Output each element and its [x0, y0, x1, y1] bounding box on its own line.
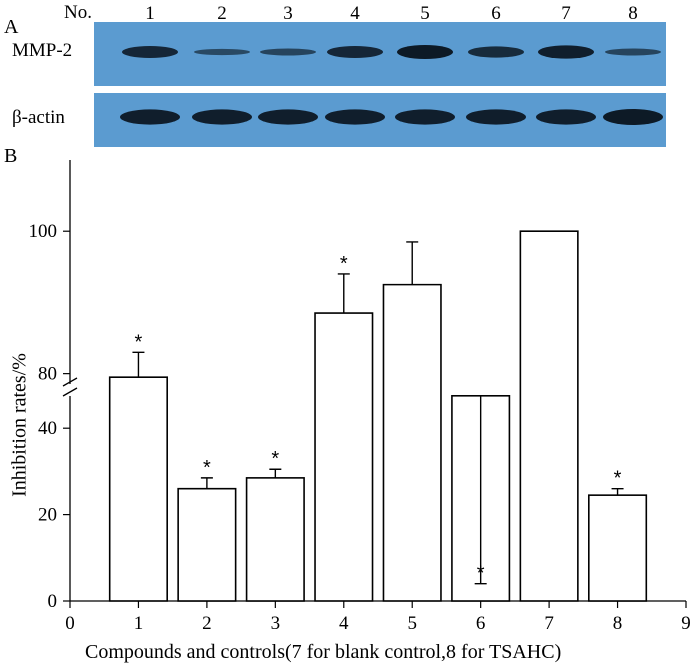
y-tick-label: 40 [38, 418, 57, 439]
x-tick-label: 4 [339, 613, 349, 634]
lane-number: 7 [561, 3, 571, 24]
x-tick-label: 9 [681, 613, 691, 634]
significance-markers: * * * * * * [135, 253, 622, 585]
beta-actin-band [325, 109, 385, 125]
beta-actin-band [466, 109, 526, 125]
mmp2-band [122, 46, 178, 58]
mmp2-band [260, 48, 316, 56]
bar [519, 230, 579, 602]
significance-star: * [340, 253, 348, 275]
significance-star: * [477, 563, 485, 585]
bar [108, 376, 168, 602]
beta-actin-bands [120, 109, 663, 125]
significance-star: * [203, 457, 211, 479]
error-bar [474, 395, 487, 585]
bar [314, 312, 374, 602]
mmp2-band [605, 48, 661, 56]
chart-axes [62, 160, 686, 602]
panel-a-label: A [4, 16, 19, 38]
significance-star: * [271, 448, 279, 470]
bar [382, 283, 442, 602]
error-bar [611, 487, 624, 496]
x-tick-label: 0 [65, 613, 75, 634]
beta-actin-label: β-actin [12, 107, 65, 128]
x-ticks: 0 1 2 3 4 5 6 7 8 9 [65, 601, 691, 634]
lane-number: 4 [350, 3, 360, 24]
beta-actin-band [192, 109, 252, 125]
bar-series [108, 230, 648, 602]
error-bar [200, 477, 213, 489]
mmp2-band [194, 48, 250, 56]
x-tick-label: 2 [202, 613, 212, 634]
x-tick-label: 3 [271, 613, 281, 634]
lane-numbers: 1 2 3 4 5 6 7 8 [145, 3, 638, 24]
x-axis-title: Compounds and controls(7 for blank contr… [85, 641, 562, 663]
bar [588, 494, 648, 602]
error-bars [132, 241, 624, 585]
bar [245, 477, 305, 602]
axis-break-mark [62, 377, 78, 397]
y-tick-label: 0 [48, 591, 58, 612]
mmp2-label: MMP-2 [12, 40, 73, 61]
x-tick-label: 1 [134, 613, 144, 634]
significance-star: * [614, 468, 622, 490]
error-bar [132, 351, 145, 378]
error-bar [269, 468, 282, 478]
lane-number: 3 [283, 3, 293, 24]
y-tick-label: 20 [38, 505, 57, 526]
lane-number: 1 [145, 3, 155, 24]
x-tick-label: 7 [544, 613, 554, 634]
lane-number: 5 [420, 3, 430, 24]
beta-actin-band [120, 109, 180, 125]
y-ticks: 0 20 40 80 100 [29, 221, 70, 612]
y-tick-label: 80 [38, 364, 57, 385]
beta-actin-band [536, 109, 596, 125]
y-tick-label: 100 [29, 221, 58, 242]
mmp2-bands [122, 45, 661, 59]
mmp2-band [397, 45, 453, 59]
significance-star: * [135, 331, 143, 353]
error-bar [337, 273, 350, 314]
panel-b-label: B [4, 145, 18, 167]
bar [177, 487, 237, 602]
mmp2-band [327, 46, 383, 58]
lane-number: 2 [217, 3, 227, 24]
lane-header: No. [64, 2, 92, 23]
beta-actin-band [395, 109, 455, 125]
error-bar [406, 241, 419, 285]
mmp2-band [468, 46, 524, 58]
beta-actin-band [258, 109, 318, 125]
beta-actin-band [603, 109, 663, 125]
x-tick-label: 5 [407, 613, 417, 634]
mmp2-band [538, 45, 594, 59]
lane-number: 8 [628, 3, 638, 24]
x-tick-label: 8 [613, 613, 623, 634]
x-tick-label: 6 [476, 613, 486, 634]
lane-number: 6 [491, 3, 501, 24]
